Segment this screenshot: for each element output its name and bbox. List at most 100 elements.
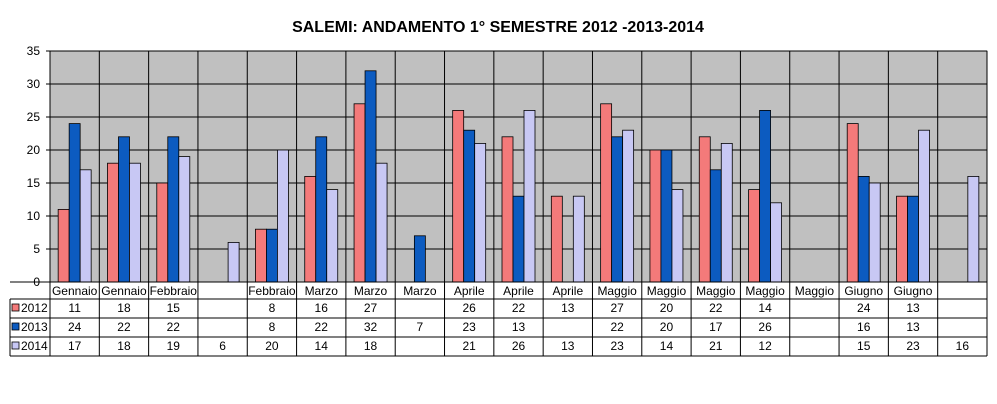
bar-2012-12 — [649, 149, 662, 283]
category-label: Gennaio — [52, 284, 98, 298]
data-label-2013: 13 — [512, 320, 526, 334]
y-tick-label: 25 — [27, 110, 41, 124]
data-label-2014: 26 — [512, 339, 526, 353]
bar-2012-2 — [156, 182, 169, 283]
data-label-2012: 8 — [269, 301, 276, 315]
bar-2012-14 — [748, 189, 760, 283]
data-label-2014: 14 — [315, 339, 329, 353]
data-label-2014: 6 — [219, 339, 226, 353]
data-label-2014: 20 — [265, 339, 279, 353]
data-label-2014: 14 — [660, 339, 674, 353]
data-label-2012: 18 — [117, 301, 131, 315]
bar-2012-1 — [107, 162, 119, 283]
legend-label-2013: 2013 — [21, 320, 48, 334]
y-tick-label: 15 — [27, 176, 41, 190]
bar-2012-9 — [501, 136, 514, 283]
data-label-2013: 7 — [417, 320, 424, 334]
bar-2013-8 — [463, 129, 476, 283]
bar-2013-13 — [709, 169, 722, 283]
category-label: Maggio — [795, 284, 835, 298]
category-label: Febbraio — [248, 284, 296, 298]
category-label: Aprile — [454, 284, 485, 298]
data-label-2013: 8 — [269, 320, 276, 334]
bar-2014-9 — [523, 110, 536, 283]
bar-2014-1 — [129, 162, 141, 283]
data-label-2013: 24 — [68, 320, 82, 334]
category-label: Febbraio — [150, 284, 198, 298]
category-label: Maggio — [696, 284, 736, 298]
legend-swatch-2014 — [11, 341, 20, 350]
data-label-2014: 23 — [610, 339, 624, 353]
bar-2014-11 — [622, 129, 635, 283]
data-label-2014: 17 — [68, 339, 82, 353]
bar-2012-4 — [255, 228, 267, 283]
category-label: Aprile — [552, 284, 583, 298]
bar-2013-4 — [266, 228, 278, 283]
data-label-2012: 26 — [463, 301, 477, 315]
bar-2014-6 — [375, 162, 388, 283]
gridlines — [49, 50, 988, 356]
bar-2012-6 — [353, 103, 366, 283]
data-label-2012: 13 — [561, 301, 575, 315]
bar-2013-5 — [315, 136, 328, 283]
data-label-2013: 22 — [315, 320, 329, 334]
bar-2013-1 — [118, 136, 130, 283]
data-label-2012: 20 — [660, 301, 674, 315]
y-tick-label: 5 — [33, 242, 40, 256]
y-tick-label: 20 — [27, 143, 41, 157]
bar-2014-16 — [868, 182, 881, 283]
data-label-2013: 32 — [364, 320, 378, 334]
data-label-2012: 27 — [610, 301, 624, 315]
data-label-2014: 15 — [857, 339, 871, 353]
y-tick-label: 10 — [27, 209, 41, 223]
bar-2014-0 — [79, 169, 92, 283]
bar-2014-8 — [474, 142, 487, 283]
data-label-2012: 13 — [906, 301, 920, 315]
data-label-2013: 17 — [709, 320, 723, 334]
category-label: Marzo — [354, 284, 388, 298]
data-label-2014: 13 — [561, 339, 575, 353]
data-label-2013: 20 — [660, 320, 674, 334]
bar-2014-13 — [720, 142, 733, 283]
data-label-2012: 14 — [758, 301, 772, 315]
bar-2013-17 — [907, 195, 919, 283]
bar-2014-14 — [770, 202, 782, 283]
data-label-2012: 11 — [68, 301, 81, 315]
bar-2013-6 — [364, 70, 377, 283]
data-label-2014: 21 — [709, 339, 723, 353]
bar-2014-2 — [178, 156, 191, 283]
bar-2013-14 — [759, 110, 771, 283]
data-label-2013: 26 — [758, 320, 772, 334]
y-tick-label: 30 — [27, 77, 41, 91]
category-label: Marzo — [305, 284, 339, 298]
bar-2014-5 — [326, 189, 339, 283]
bar-2012-0 — [57, 208, 70, 283]
data-label-2013: 13 — [906, 320, 920, 334]
bar-2014-3 — [227, 241, 240, 283]
legend-label-2012: 2012 — [21, 301, 48, 315]
bar-2013-9 — [512, 195, 525, 283]
data-label-2013: 22 — [610, 320, 624, 334]
bar-2012-10 — [550, 195, 563, 283]
bar-2012-8 — [452, 110, 465, 283]
data-label-2014: 19 — [167, 339, 181, 353]
data-label-2012: 15 — [167, 301, 181, 315]
bar-2014-4 — [277, 149, 289, 283]
bar-2013-2 — [167, 136, 180, 283]
chart-title: SALEMI: ANDAMENTO 1° SEMESTRE 2012 -2013… — [292, 19, 704, 36]
data-label-2012: 22 — [512, 301, 526, 315]
bar-2013-11 — [611, 136, 624, 283]
category-label: Maggio — [745, 284, 785, 298]
data-label-2014: 21 — [463, 339, 477, 353]
category-label: Marzo — [403, 284, 437, 298]
category-label: Aprile — [503, 284, 534, 298]
y-tick-label: 35 — [27, 44, 41, 58]
data-table: Gennaio Gennaio Febbraio Febbraio Marzo Marzo… — [9, 281, 987, 357]
bar-2012-13 — [698, 136, 711, 283]
category-label: Giugno — [844, 284, 883, 298]
bar-2014-17 — [918, 129, 930, 283]
bar-2014-12 — [671, 189, 684, 283]
data-label-2013: 22 — [167, 320, 181, 334]
